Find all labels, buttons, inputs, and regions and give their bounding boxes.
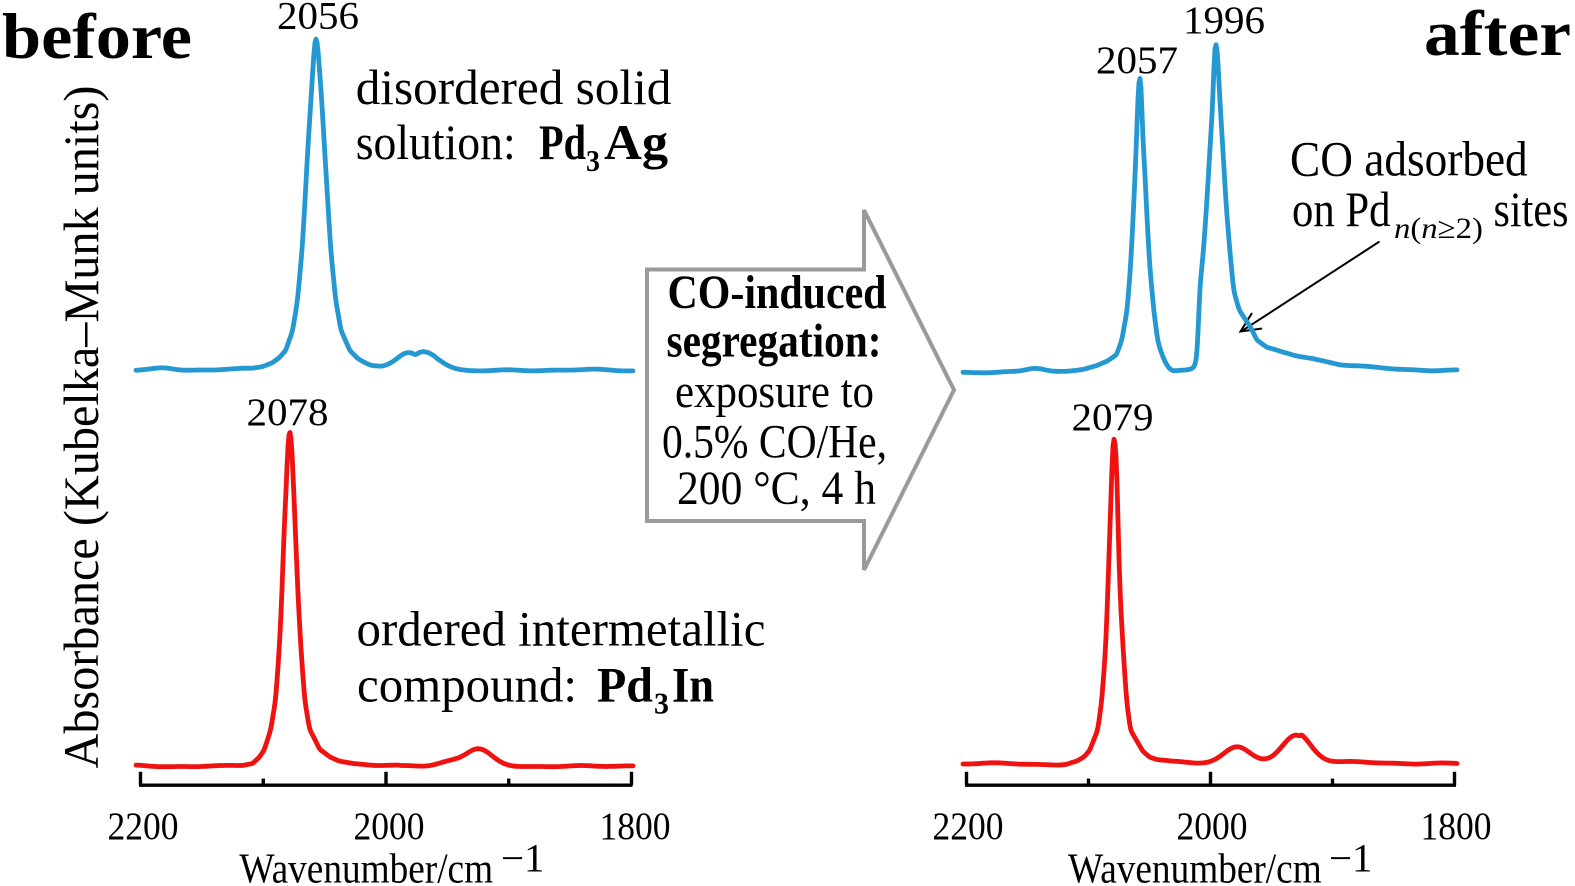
svg-text:Wavenumber/cm: Wavenumber/cm — [239, 847, 493, 886]
svg-text:CO-induced: CO-induced — [668, 266, 887, 319]
svg-text:2056: 2056 — [277, 0, 359, 38]
svg-text:exposure to: exposure to — [675, 365, 874, 418]
svg-text:Ag: Ag — [604, 114, 668, 170]
svg-text:ordered intermetallic: ordered intermetallic — [357, 601, 766, 657]
svg-text:on Pd: on Pd — [1292, 181, 1391, 237]
svg-text:3: 3 — [586, 143, 600, 178]
svg-text:1800: 1800 — [600, 805, 671, 848]
svg-text:Wavenumber/cm: Wavenumber/cm — [1068, 847, 1322, 886]
svg-text:0.5% CO/He,: 0.5% CO/He, — [662, 416, 887, 469]
svg-text:compound:: compound: — [357, 657, 577, 713]
svg-text:Pd: Pd — [539, 114, 586, 170]
svg-text:n(n≥2): n(n≥2) — [1394, 212, 1483, 245]
svg-text:2200: 2200 — [108, 805, 179, 848]
svg-text:solution:: solution: — [356, 114, 516, 170]
svg-text:2200: 2200 — [933, 805, 1004, 848]
svg-text:Pd: Pd — [597, 657, 653, 713]
svg-text:1996: 1996 — [1183, 0, 1265, 42]
svg-text:−1: −1 — [501, 836, 545, 881]
svg-text:In: In — [672, 657, 714, 713]
svg-text:2079: 2079 — [1072, 396, 1154, 439]
svg-text:CO adsorbed: CO adsorbed — [1290, 131, 1528, 187]
svg-text:sites: sites — [1494, 181, 1569, 237]
svg-text:−1: −1 — [1329, 836, 1373, 881]
svg-text:200 °C, 4 h: 200 °C, 4 h — [677, 462, 876, 515]
svg-text:2000: 2000 — [354, 805, 425, 848]
svg-text:2078: 2078 — [247, 391, 329, 434]
svg-text:3: 3 — [654, 686, 669, 721]
svg-text:after: after — [1424, 0, 1571, 70]
svg-text:1800: 1800 — [1421, 805, 1492, 848]
svg-text:before: before — [2, 1, 192, 73]
svg-text:disordered solid: disordered solid — [356, 59, 672, 115]
svg-text:2057: 2057 — [1096, 39, 1178, 82]
svg-text:segregation:: segregation: — [667, 315, 882, 368]
svg-text:Absorbance (Kubelka–Munk units: Absorbance (Kubelka–Munk units) — [53, 86, 109, 769]
svg-text:2000: 2000 — [1177, 805, 1248, 848]
